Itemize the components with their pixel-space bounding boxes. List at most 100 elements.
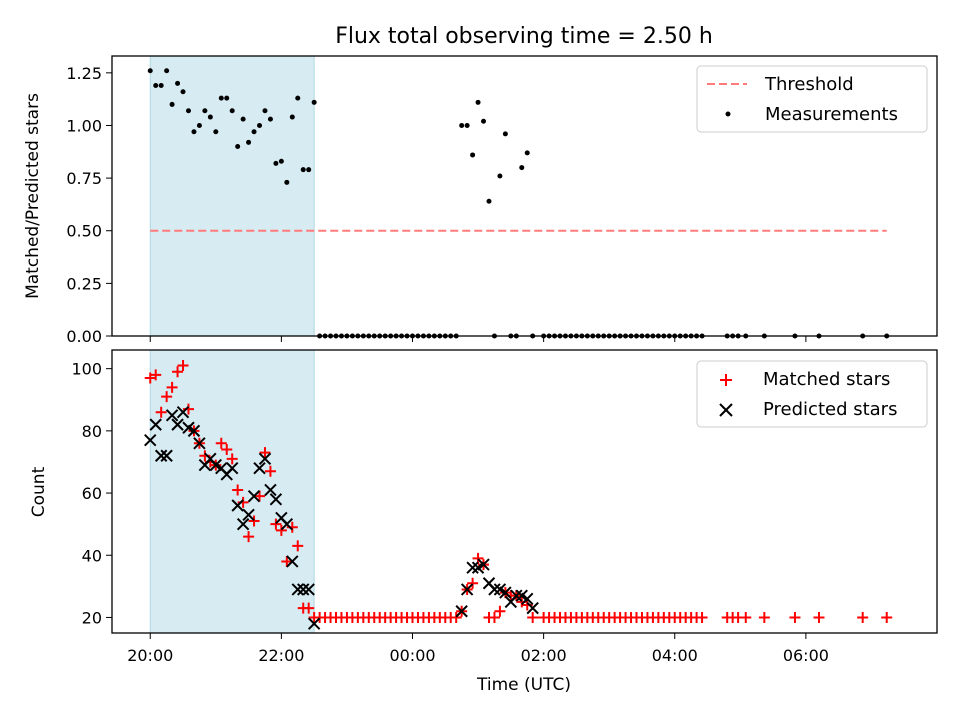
matched-star-point — [232, 484, 244, 496]
predicted-star-point — [488, 583, 501, 596]
x-tick-label: 06:00 — [783, 646, 829, 665]
measurement-point — [486, 198, 492, 204]
matched-star-point — [259, 447, 271, 459]
bottom-axes-frame — [111, 349, 938, 634]
measurement-point — [475, 99, 481, 105]
measurement-point — [224, 95, 230, 101]
predicted-star-point — [477, 558, 490, 571]
observing-window-shade — [149, 55, 315, 337]
measurement-point — [284, 179, 290, 185]
predicted-star-point — [280, 517, 294, 531]
measurement-point — [246, 139, 252, 145]
measurement-point — [207, 114, 213, 120]
measurement-point — [196, 122, 202, 128]
predicted-star-point — [510, 589, 523, 602]
matched-star-point — [488, 611, 500, 623]
matched-star-point — [270, 518, 282, 530]
measurement-point — [464, 122, 470, 128]
matched-star-point — [166, 381, 178, 393]
measurement-point — [235, 144, 241, 150]
measurement-point — [257, 122, 263, 128]
predicted-star-point — [176, 405, 190, 419]
x-tick-label: 04:00 — [652, 646, 698, 665]
predicted-star-point — [236, 517, 250, 531]
matched-star-point — [494, 605, 506, 617]
x-tick-label: 02:00 — [521, 646, 567, 665]
matched-star-point — [881, 611, 893, 623]
measurements-legend-label: Measurements — [765, 104, 898, 125]
predicted-star-point — [154, 449, 168, 462]
measurement-point — [273, 160, 279, 166]
matched-star-point — [789, 611, 801, 623]
measurement-point — [262, 108, 268, 114]
measurement-point — [153, 82, 159, 88]
measurement-point — [158, 82, 164, 88]
matched-star-point — [813, 611, 825, 623]
chart-title: Flux total observing time = 2.50 h — [335, 24, 713, 49]
matched-star-point — [226, 453, 238, 465]
matched-star-point — [696, 611, 708, 623]
predicted-star-point — [253, 461, 266, 475]
measurement-point — [306, 167, 312, 173]
matched-star-point — [243, 531, 255, 543]
bottom-y-tick-label: 80 — [82, 422, 102, 441]
measurement-point — [185, 108, 191, 114]
top-ticks: 0.00 0.25 0.50 0.75 1.00 1.25 — [66, 64, 807, 346]
top-panel: 0.00 0.25 0.50 0.75 1.00 1.25 Matched/Predict… — [23, 55, 938, 346]
bottom-y-tick-label: 20 — [82, 608, 102, 627]
measurement-point — [295, 95, 301, 101]
bottom-y-tick-label: 40 — [82, 546, 102, 565]
matched-star-point — [172, 366, 184, 378]
x-tick-label: 20:00 — [127, 646, 173, 665]
bottom-ticks: 20 40 60 80 100 20:00 22:00 00:00 02:00 04:00 06:0… — [71, 360, 828, 665]
predicted-star-point — [225, 461, 239, 475]
matched-star-point — [221, 444, 233, 456]
predicted-star-point — [149, 418, 162, 431]
predicted-star-point — [187, 424, 201, 438]
matched-star-point — [292, 540, 304, 552]
measurement-point — [300, 167, 306, 173]
x-tick-label: 00:00 — [389, 646, 435, 665]
bottom-marks — [144, 360, 893, 630]
top-y-tick-label: 1.00 — [66, 116, 102, 135]
matched-star-point — [758, 611, 770, 623]
predicted-star-point — [160, 449, 173, 462]
matched-star-point — [450, 611, 462, 623]
measurement-point — [502, 131, 508, 137]
top-y-tick-label: 0.75 — [66, 169, 102, 188]
measurement-point — [278, 158, 284, 164]
measurement-point — [169, 101, 175, 107]
measurement-point — [147, 68, 153, 74]
measurements-legend-swatch — [725, 111, 731, 117]
measurement-point — [519, 165, 525, 171]
matched-star-point — [303, 602, 315, 614]
threshold-legend-label: Threshold — [764, 74, 854, 95]
predicted-star-point — [242, 508, 255, 522]
bottom-legend-box — [696, 360, 928, 428]
measurement-point — [311, 99, 317, 105]
measurement-point — [251, 129, 257, 135]
predicted-star-point — [526, 601, 539, 615]
measurement-point — [459, 122, 465, 128]
predicted-star-point — [144, 433, 157, 447]
matched-stars-legend-swatch — [720, 374, 732, 386]
predicted-stars-legend-label: Predicted stars — [763, 399, 897, 420]
matched-star-point — [155, 406, 167, 418]
matched-star-point — [740, 611, 752, 623]
predicted-star-point — [302, 583, 315, 596]
bottom-panel: 20 40 60 80 100 20:00 22:00 00:00 02:00 04:00 06:0… — [29, 349, 938, 695]
predicted-star-point — [247, 489, 261, 503]
measurement-point — [289, 114, 295, 120]
measurement-point — [180, 89, 186, 95]
predicted-star-point — [264, 483, 277, 497]
top-y-tick-label: 0.50 — [66, 222, 102, 241]
predicted-star-point — [193, 437, 206, 450]
matched-star-point — [161, 391, 173, 403]
predicted-star-point — [297, 583, 310, 596]
top-y-tick-label: 0.25 — [66, 274, 102, 293]
top-legend: Threshold Measurements — [696, 65, 928, 133]
matched-star-point — [264, 465, 276, 477]
matched-star-point — [472, 552, 484, 564]
predicted-star-point — [521, 592, 534, 605]
bottom-y-axis-label: Count — [29, 466, 49, 517]
